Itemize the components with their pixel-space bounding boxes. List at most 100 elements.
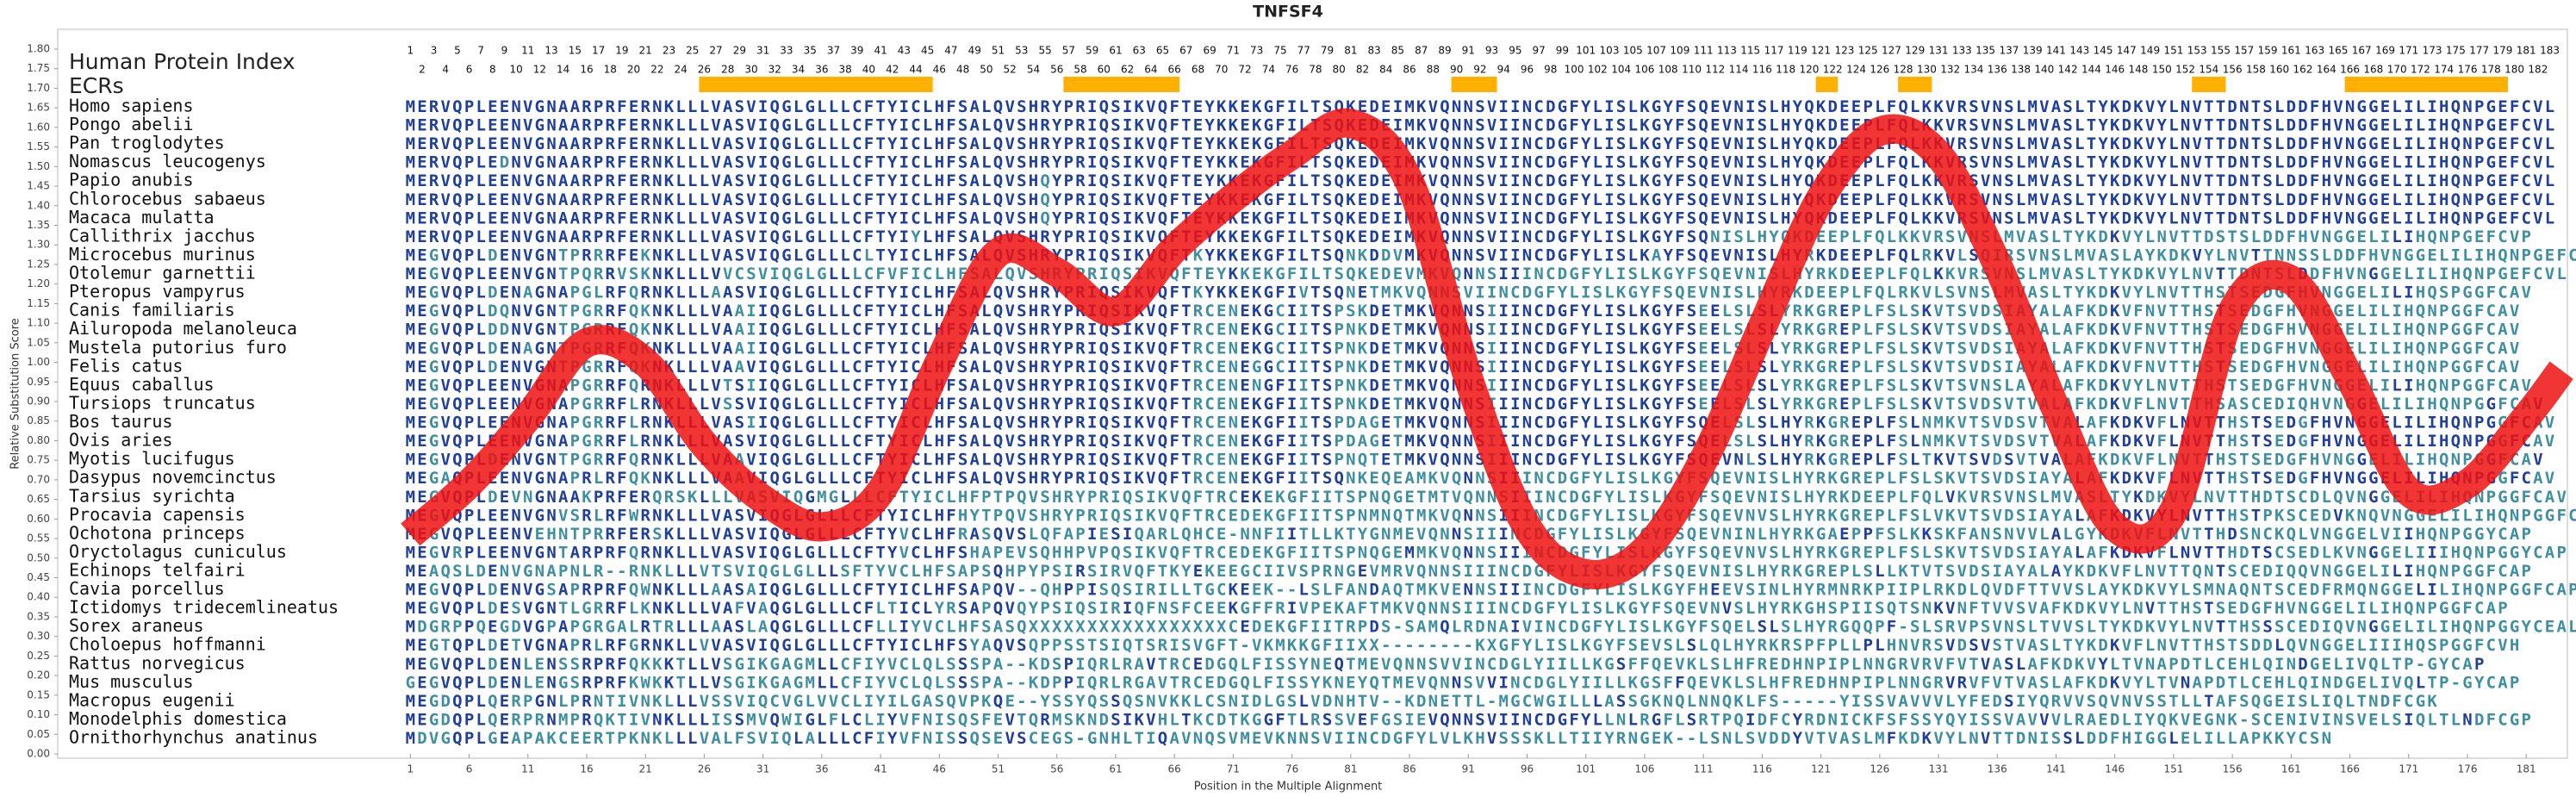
protein-index: 143 — [2069, 45, 2089, 57]
x-tick-label: 56 — [1050, 763, 1063, 775]
x-tick-label: 101 — [1576, 763, 1596, 775]
protein-index: 166 — [2340, 64, 2360, 76]
x-tick-label: 151 — [2163, 763, 2183, 775]
protein-index: 103 — [1600, 45, 1620, 57]
protein-index: 181 — [2517, 45, 2536, 57]
y-tick-label: 1.30 — [27, 239, 50, 251]
x-tick-label: 21 — [639, 763, 652, 775]
ecr-bar — [1815, 77, 1839, 92]
protein-index: 141 — [2046, 45, 2066, 57]
protein-index: 33 — [780, 45, 793, 57]
y-tick-label: 1.10 — [27, 317, 50, 329]
ecr-label: ECRs — [69, 73, 124, 98]
x-tick-label: 41 — [874, 763, 887, 775]
protein-index: 119 — [1788, 45, 1808, 57]
x-tick-label: 71 — [1227, 763, 1240, 775]
protein-index: 106 — [1634, 64, 1654, 76]
protein-index: 10 — [509, 64, 522, 76]
protein-index: 180 — [2504, 64, 2524, 76]
protein-index: 15 — [569, 45, 582, 57]
x-tick-label: 121 — [1811, 763, 1831, 775]
protein-index: 125 — [1858, 45, 1878, 57]
protein-index: 131 — [1929, 45, 1949, 57]
protein-index: 3 — [431, 45, 438, 57]
protein-index: 13 — [544, 45, 557, 57]
protein-index: 133 — [1952, 45, 1972, 57]
protein-index: 23 — [663, 45, 675, 57]
protein-index: 126 — [1870, 64, 1889, 76]
protein-index: 145 — [2094, 45, 2113, 57]
protein-index: 57 — [1062, 45, 1075, 57]
protein-index: 140 — [2034, 64, 2054, 76]
x-tick-label: 131 — [1929, 763, 1949, 775]
protein-index: 56 — [1050, 64, 1063, 76]
protein-index: 91 — [1462, 45, 1475, 57]
protein-index: 53 — [1015, 45, 1028, 57]
species-name: Myotis lucifugus — [69, 448, 235, 469]
species-name: Dasypus novemcinctus — [69, 467, 277, 488]
protein-index: 93 — [1485, 45, 1498, 57]
protein-index: 135 — [1976, 45, 1995, 57]
protein-index: 168 — [2363, 64, 2383, 76]
protein-index: 96 — [1521, 64, 1534, 76]
x-axis-label: Position in the Multiple Alignment — [1194, 781, 1383, 794]
protein-index: 8 — [489, 64, 496, 76]
protein-index: 147 — [2117, 45, 2137, 57]
protein-index: 25 — [686, 45, 699, 57]
protein-index: 5 — [454, 45, 461, 57]
protein-index: 24 — [674, 64, 687, 76]
x-tick-label: 91 — [1462, 763, 1475, 775]
x-tick-label: 111 — [1694, 763, 1714, 775]
protein-index: 156 — [2223, 64, 2243, 76]
protein-index: 6 — [466, 64, 473, 76]
protein-index: 116 — [1752, 64, 1772, 76]
ecr-bar — [2344, 77, 2508, 92]
protein-index: 164 — [2317, 64, 2336, 76]
species-name: Monodelphis domestica — [69, 708, 287, 729]
species-name: Macropus eugenii — [69, 689, 235, 710]
species-name: Microcebus murinus — [69, 244, 256, 265]
species-name: Ailuropoda melanoleuca — [69, 318, 297, 339]
ecr-bar — [1063, 77, 1180, 92]
protein-index: 182 — [2528, 64, 2548, 76]
y-tick-label: 1.50 — [27, 160, 50, 172]
protein-index: 49 — [968, 45, 981, 57]
y-tick-label: 0.80 — [27, 434, 50, 446]
species-name: Canis familiaris — [69, 300, 235, 321]
protein-index: 123 — [1834, 45, 1854, 57]
protein-index: 4 — [442, 64, 449, 76]
x-tick-label: 141 — [2046, 763, 2066, 775]
protein-index: 161 — [2281, 45, 2301, 57]
species-name: Ornithorhynchus anatinus — [69, 727, 318, 748]
species-name: Pongo abelii — [69, 114, 194, 134]
x-tick-label: 46 — [933, 763, 946, 775]
protein-index: 29 — [733, 45, 746, 57]
protein-index: 48 — [956, 64, 969, 76]
protein-index: 171 — [2399, 45, 2418, 57]
protein-index: 162 — [2293, 64, 2313, 76]
protein-index: 158 — [2246, 64, 2266, 76]
protein-index: 82 — [1356, 64, 1369, 76]
protein-index: 151 — [2163, 45, 2183, 57]
protein-index: 127 — [1882, 45, 1901, 57]
protein-index: 154 — [2199, 64, 2218, 76]
x-tick-label: 1 — [408, 763, 414, 775]
protein-index: 76 — [1285, 64, 1298, 76]
x-tick-label: 6 — [466, 763, 473, 775]
species-name: Ovis aries — [69, 430, 172, 451]
protein-index: 98 — [1544, 64, 1557, 76]
species-name: Pan troglodytes — [69, 133, 225, 153]
species-name: Echinops telfairi — [69, 560, 246, 581]
x-tick-label: 181 — [2517, 763, 2536, 775]
y-tick-label: 1.20 — [27, 277, 50, 290]
protein-index: 137 — [1999, 45, 2019, 57]
protein-index: 79 — [1321, 45, 1334, 57]
protein-index: 62 — [1121, 64, 1134, 76]
protein-index: 22 — [650, 64, 663, 76]
protein-index: 138 — [2011, 64, 2031, 76]
protein-index: 94 — [1497, 64, 1510, 76]
